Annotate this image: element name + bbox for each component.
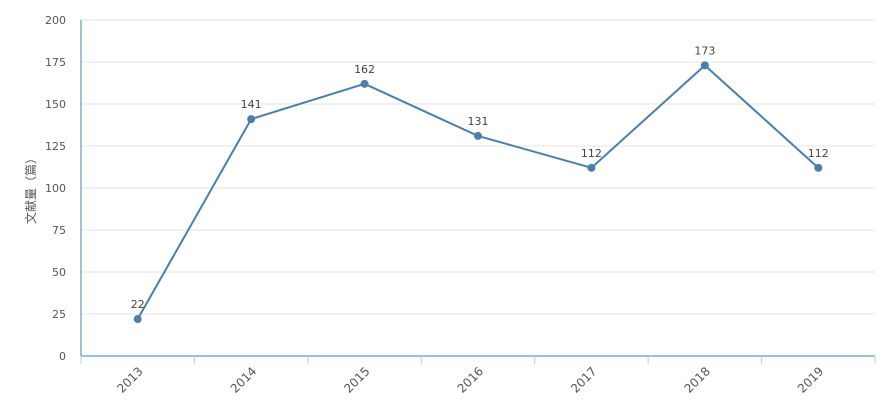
y-tick-label: 50 (52, 266, 66, 279)
x-tick-label: 2015 (341, 364, 372, 395)
data-point (700, 61, 709, 70)
data-label: 162 (354, 63, 375, 76)
data-label: 131 (468, 115, 489, 128)
x-tick-label: 2019 (795, 364, 826, 395)
x-tick-label: 2013 (114, 364, 145, 395)
grid-lines (81, 19, 875, 315)
y-axis-ticks: 0 25 50 75 100 125 150 175 200 (45, 14, 66, 363)
y-tick-label: 150 (45, 98, 66, 111)
y-tick-label: 100 (45, 182, 66, 195)
x-tick-label: 2016 (455, 364, 486, 395)
data-labels: 22 141 162 131 112 173 112 (131, 44, 829, 311)
data-label: 173 (694, 44, 715, 57)
y-tick-label: 75 (52, 224, 66, 237)
data-point (474, 131, 482, 140)
data-label: 112 (581, 147, 602, 160)
data-point (247, 115, 256, 124)
x-tick-label: 2018 (681, 364, 712, 395)
data-label: 22 (131, 298, 145, 311)
data-point (587, 163, 596, 172)
y-tick-label: 0 (59, 350, 66, 363)
x-axis-ticks: 2013 2014 2015 2016 2017 2018 2019 (80, 356, 876, 396)
data-point (133, 315, 142, 324)
series-layer (133, 61, 823, 324)
x-tick-label: 2014 (228, 364, 259, 395)
x-tick-label: 2017 (568, 364, 599, 395)
data-point (360, 79, 369, 88)
y-tick-label: 175 (45, 56, 66, 69)
y-axis-label: 文献量（篇） (23, 152, 38, 224)
y-tick-label: 200 (45, 14, 66, 27)
axes (80, 20, 875, 357)
y-tick-label: 125 (45, 140, 66, 153)
data-label: 112 (808, 147, 829, 160)
y-tick-label: 25 (52, 308, 66, 321)
data-point (814, 163, 823, 172)
data-label: 141 (241, 98, 262, 111)
